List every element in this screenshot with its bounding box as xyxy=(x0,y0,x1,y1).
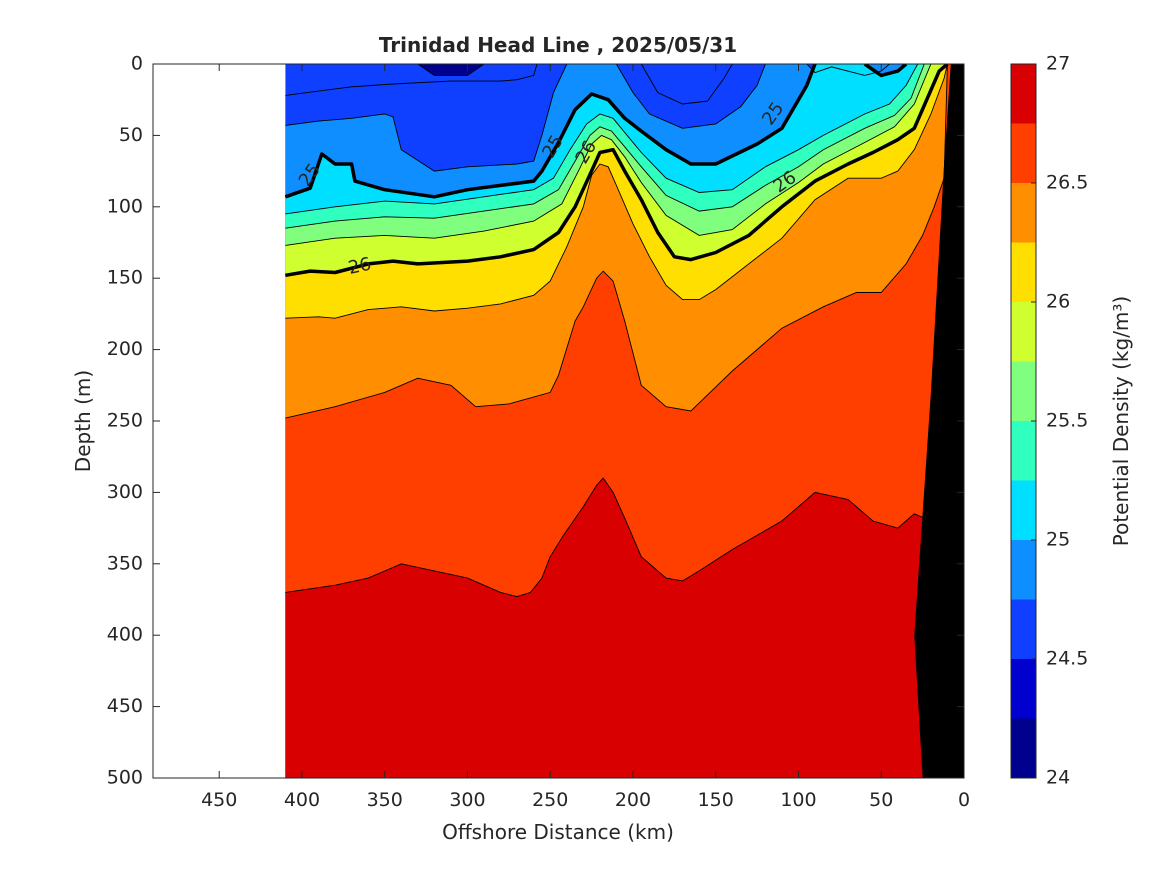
y-tick-label: 500 xyxy=(107,767,143,789)
colorbar-swatch xyxy=(1011,421,1036,481)
y-tick-label: 400 xyxy=(107,624,143,646)
colorbar-swatch xyxy=(1011,540,1036,600)
y-tick-label: 100 xyxy=(107,195,143,217)
colorbar-swatch xyxy=(1011,659,1036,719)
colorbar-tick-label: 27 xyxy=(1046,53,1070,75)
isopycnal-line xyxy=(285,64,948,319)
x-axis-label: Offshore Distance (km) xyxy=(442,820,674,844)
density-band xyxy=(864,64,907,76)
bold-isopycnal-line xyxy=(284,64,817,199)
isopycnal-line xyxy=(285,178,948,598)
colorbar-tick-label: 26 xyxy=(1046,291,1070,313)
x-tick-label: 50 xyxy=(869,789,893,811)
y-tick-label: 250 xyxy=(107,410,143,432)
isopycnal-line xyxy=(285,64,925,229)
colorbar-swatch xyxy=(1011,123,1036,183)
colorbar-tick-label: 24 xyxy=(1046,767,1070,789)
x-tick-label: 300 xyxy=(449,789,485,811)
isopycnal-line xyxy=(616,64,766,129)
y-tick-label: 200 xyxy=(107,338,143,360)
colorbar-swatch xyxy=(1011,361,1036,421)
colorbar-swatch xyxy=(1011,599,1036,659)
x-tick-label: 100 xyxy=(780,789,816,811)
x-tick-label: 450 xyxy=(201,789,237,811)
density-band xyxy=(616,64,766,129)
x-tick-label: 400 xyxy=(284,789,320,811)
colorbar-tick-label: 26.5 xyxy=(1046,172,1088,194)
isopycnal-line xyxy=(285,64,538,96)
y-tick-label: 0 xyxy=(131,53,143,75)
isopycnal-line xyxy=(640,64,733,105)
isopycnal-line-layer xyxy=(284,64,949,598)
bold-isopycnal-line xyxy=(863,64,908,78)
x-tick-label: 350 xyxy=(367,789,403,811)
colorbar-swatch xyxy=(1011,302,1036,362)
colorbar-tick-label: 25 xyxy=(1046,529,1070,551)
chart-title: Trinidad Head Line , 2025/05/31 xyxy=(379,33,737,57)
x-tick-label: 0 xyxy=(958,789,970,811)
y-tick-label: 50 xyxy=(119,124,143,146)
seafloor-bathymetry xyxy=(914,64,964,778)
isopycnal-line xyxy=(285,64,568,172)
y-tick-label: 450 xyxy=(107,695,143,717)
x-tick-label: 150 xyxy=(698,789,734,811)
isopycnal-line xyxy=(417,64,485,76)
y-tick-label: 300 xyxy=(107,481,143,503)
contour-label: 26 xyxy=(346,254,373,279)
x-tick-label: 250 xyxy=(532,789,568,811)
colorbar: 24 24.5 25 25.5 26 26.5 27 xyxy=(1010,53,1088,789)
colorbar-swatch xyxy=(1011,480,1036,540)
isopycnal-line xyxy=(285,64,919,215)
colorbar-swatch xyxy=(1011,242,1036,302)
density-fill-layer xyxy=(285,64,964,778)
y-tick-label: 350 xyxy=(107,552,143,574)
colorbar-swatch xyxy=(1011,64,1036,124)
colorbar-label: Potential Density (kg/m³) xyxy=(1109,296,1133,547)
colorbar-swatch xyxy=(1011,183,1036,243)
y-axis: 0 50 100 150 200 250 300 350 400 450 500 xyxy=(107,53,964,789)
colorbar-tick-label: 24.5 xyxy=(1046,648,1088,670)
colorbar-swatch xyxy=(1011,718,1036,778)
isopycnal-line xyxy=(285,64,948,419)
x-axis: 450 400 350 300 250 200 150 100 50 0 xyxy=(201,64,970,811)
y-tick-label: 150 xyxy=(107,267,143,289)
bold-isopycnal-line xyxy=(285,64,949,278)
y-axis-label: Depth (m) xyxy=(71,370,95,472)
colorbar-tick-label: 25.5 xyxy=(1046,410,1088,432)
density-band xyxy=(285,178,964,778)
x-tick-label: 200 xyxy=(615,789,651,811)
isopycnal-line xyxy=(285,64,932,246)
